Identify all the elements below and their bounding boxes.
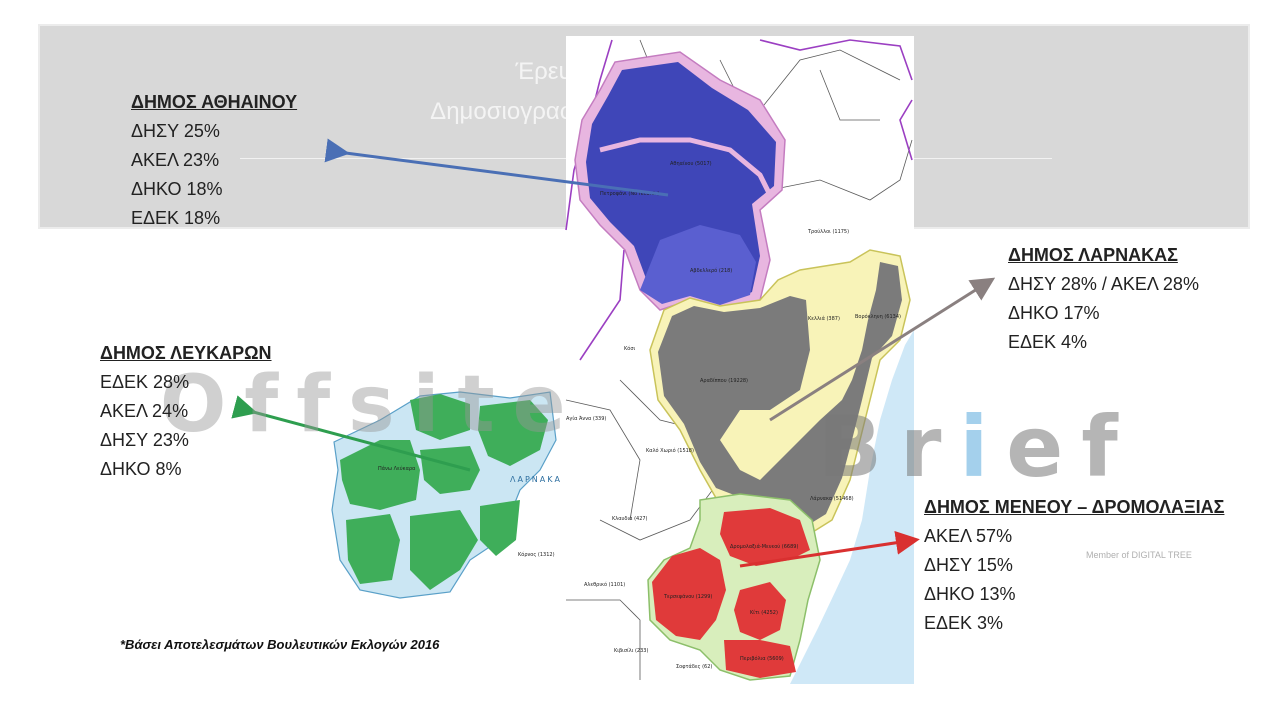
results-line: ΔΗΣΥ 25% [131,121,220,141]
label-pano-lefkara: Πάνω Λεύκαρα [378,465,416,472]
results-meneou-title: ΔΗΜΟΣ ΜΕΝΕΟΥ – ΔΡΟΜΟΛΑΞΙΑΣ [924,497,1225,517]
label-troulloi: Τρούλλοι (1175) [807,228,849,235]
watermark-brief-pre: Br [818,398,960,496]
label-kellia: Κελλιά (387) [808,315,840,322]
label-klavdia: Κλαυδιά (427) [612,515,648,522]
label-kochi: Κόσι [624,345,636,352]
results-line: ΑΚΕΛ 24% [100,401,189,421]
watermark-brief-post: ef [1006,398,1136,496]
results-larnaca-title: ΔΗΜΟΣ ΛΑΡΝΑΚΑΣ [1008,245,1178,265]
results-line: ΕΔΕΚ 4% [1008,332,1088,352]
tersefanou-akel-fill [652,548,726,640]
arrow-meneou [739,530,920,568]
results-line: ΕΔΕΚ 3% [924,613,1004,633]
label-kalo-chorio: Καλό Χωριό (1518) [646,447,694,454]
results-line: ΕΔΕΚ 18% [131,208,221,228]
results-line: ΔΗΣΥ 15% [924,555,1013,575]
results-line: ΑΚΕΛ 57% [924,526,1013,546]
label-voroklini: Βορόκληνη (6134) [855,313,901,320]
arrow-athienou [324,138,669,197]
label-tersefanou: Τερσεφάνου (1299) [663,593,712,600]
label-larnaca-region: ΛΑΡΝΑΚΑ [510,475,562,484]
label-perivolia: Περιβόλια (5609) [740,655,784,662]
larnaca-diko-fill [658,262,902,530]
results-lefkara: ΔΗΜΟΣ ΛΕΥΚΑΡΩΝ ΕΔΕΚ 28% ΑΚΕΛ 24% ΔΗΣΥ 23… [100,339,272,484]
results-line: ΔΗΣΥ 23% [100,430,189,450]
arrow-lefkara [231,395,471,472]
results-larnaca: ΔΗΜΟΣ ΛΑΡΝΑΚΑΣ ΔΗΣΥ 28% / ΑΚΕΛ 28% ΔΗΚΟ … [1008,241,1199,357]
label-petrofani: Πετροφάνι (No records) [600,190,659,197]
watermark-offsite: Offsite [160,360,584,450]
label-agia-anna: Αγία Άννα (339) [566,415,606,422]
label-larnaka: Λάρνακα (51468) [810,495,854,502]
results-athienou: ΔΗΜΟΣ ΑΘΗΑΙΝΟΥ ΔΗΣΥ 25% ΑΚΕΛ 23% ΔΗΚΟ 18… [131,88,297,233]
lefkara-edek-fill [340,394,548,590]
results-line: ΔΗΚΟ 17% [1008,303,1100,323]
label-kiti: Κίτι (4252) [750,609,778,616]
label-dromolaxia: Δρομολαξιά-Μενεού (6689) [730,543,798,550]
watermark-brief-i: i [959,398,1007,496]
label-athienou: Αθηαίνου (5017) [670,160,712,167]
results-lefkara-title: ΔΗΜΟΣ ΛΕΥΚΑΡΩΝ [100,343,272,363]
results-line: ΔΗΚΟ 8% [100,459,182,479]
label-avdellero: Αβδελλερό (218) [690,267,732,274]
dromolaxia-akel-fill [720,508,810,566]
results-line: ΔΗΚΟ 18% [131,179,223,199]
sea-area [790,330,914,684]
label-alethriko: Αλεθρικό (1101) [584,581,625,588]
kiti-akel-fill [734,582,786,640]
avdellero-area [640,225,756,305]
results-meneou: ΔΗΜΟΣ ΜΕΝΕΟΥ – ΔΡΟΜΟΛΑΞΙΑΣ ΑΚΕΛ 57% ΔΗΣΥ… [924,493,1224,638]
results-line: ΔΗΚΟ 13% [924,584,1016,604]
arrow-larnaca [769,277,996,422]
athienou-inner-boundary [599,137,773,197]
perivolia-akel-fill [724,640,796,678]
footnote: *Βάσει Αποτελεσμάτων Βουλευτικών Εκλογών… [120,637,440,652]
results-athienou-title: ΔΗΜΟΣ ΑΘΗΑΙΝΟΥ [131,92,298,112]
label-aradippou: Αραδίππου (19228) [700,377,748,384]
label-sofades: Σοφτάδες (62) [676,663,712,670]
results-line: ΕΔΕΚ 28% [100,372,190,392]
results-line: ΔΗΣΥ 28% / ΑΚΕΛ 28% [1008,274,1199,294]
label-kornos: Κόρνος (1312) [518,551,555,558]
label-kivides: Κιβισίλι (233) [614,647,648,654]
watermark-brief: Brief [818,398,1136,496]
results-line: ΑΚΕΛ 23% [131,150,220,170]
watermark-member: Member of DIGITAL TREE [1086,550,1192,560]
